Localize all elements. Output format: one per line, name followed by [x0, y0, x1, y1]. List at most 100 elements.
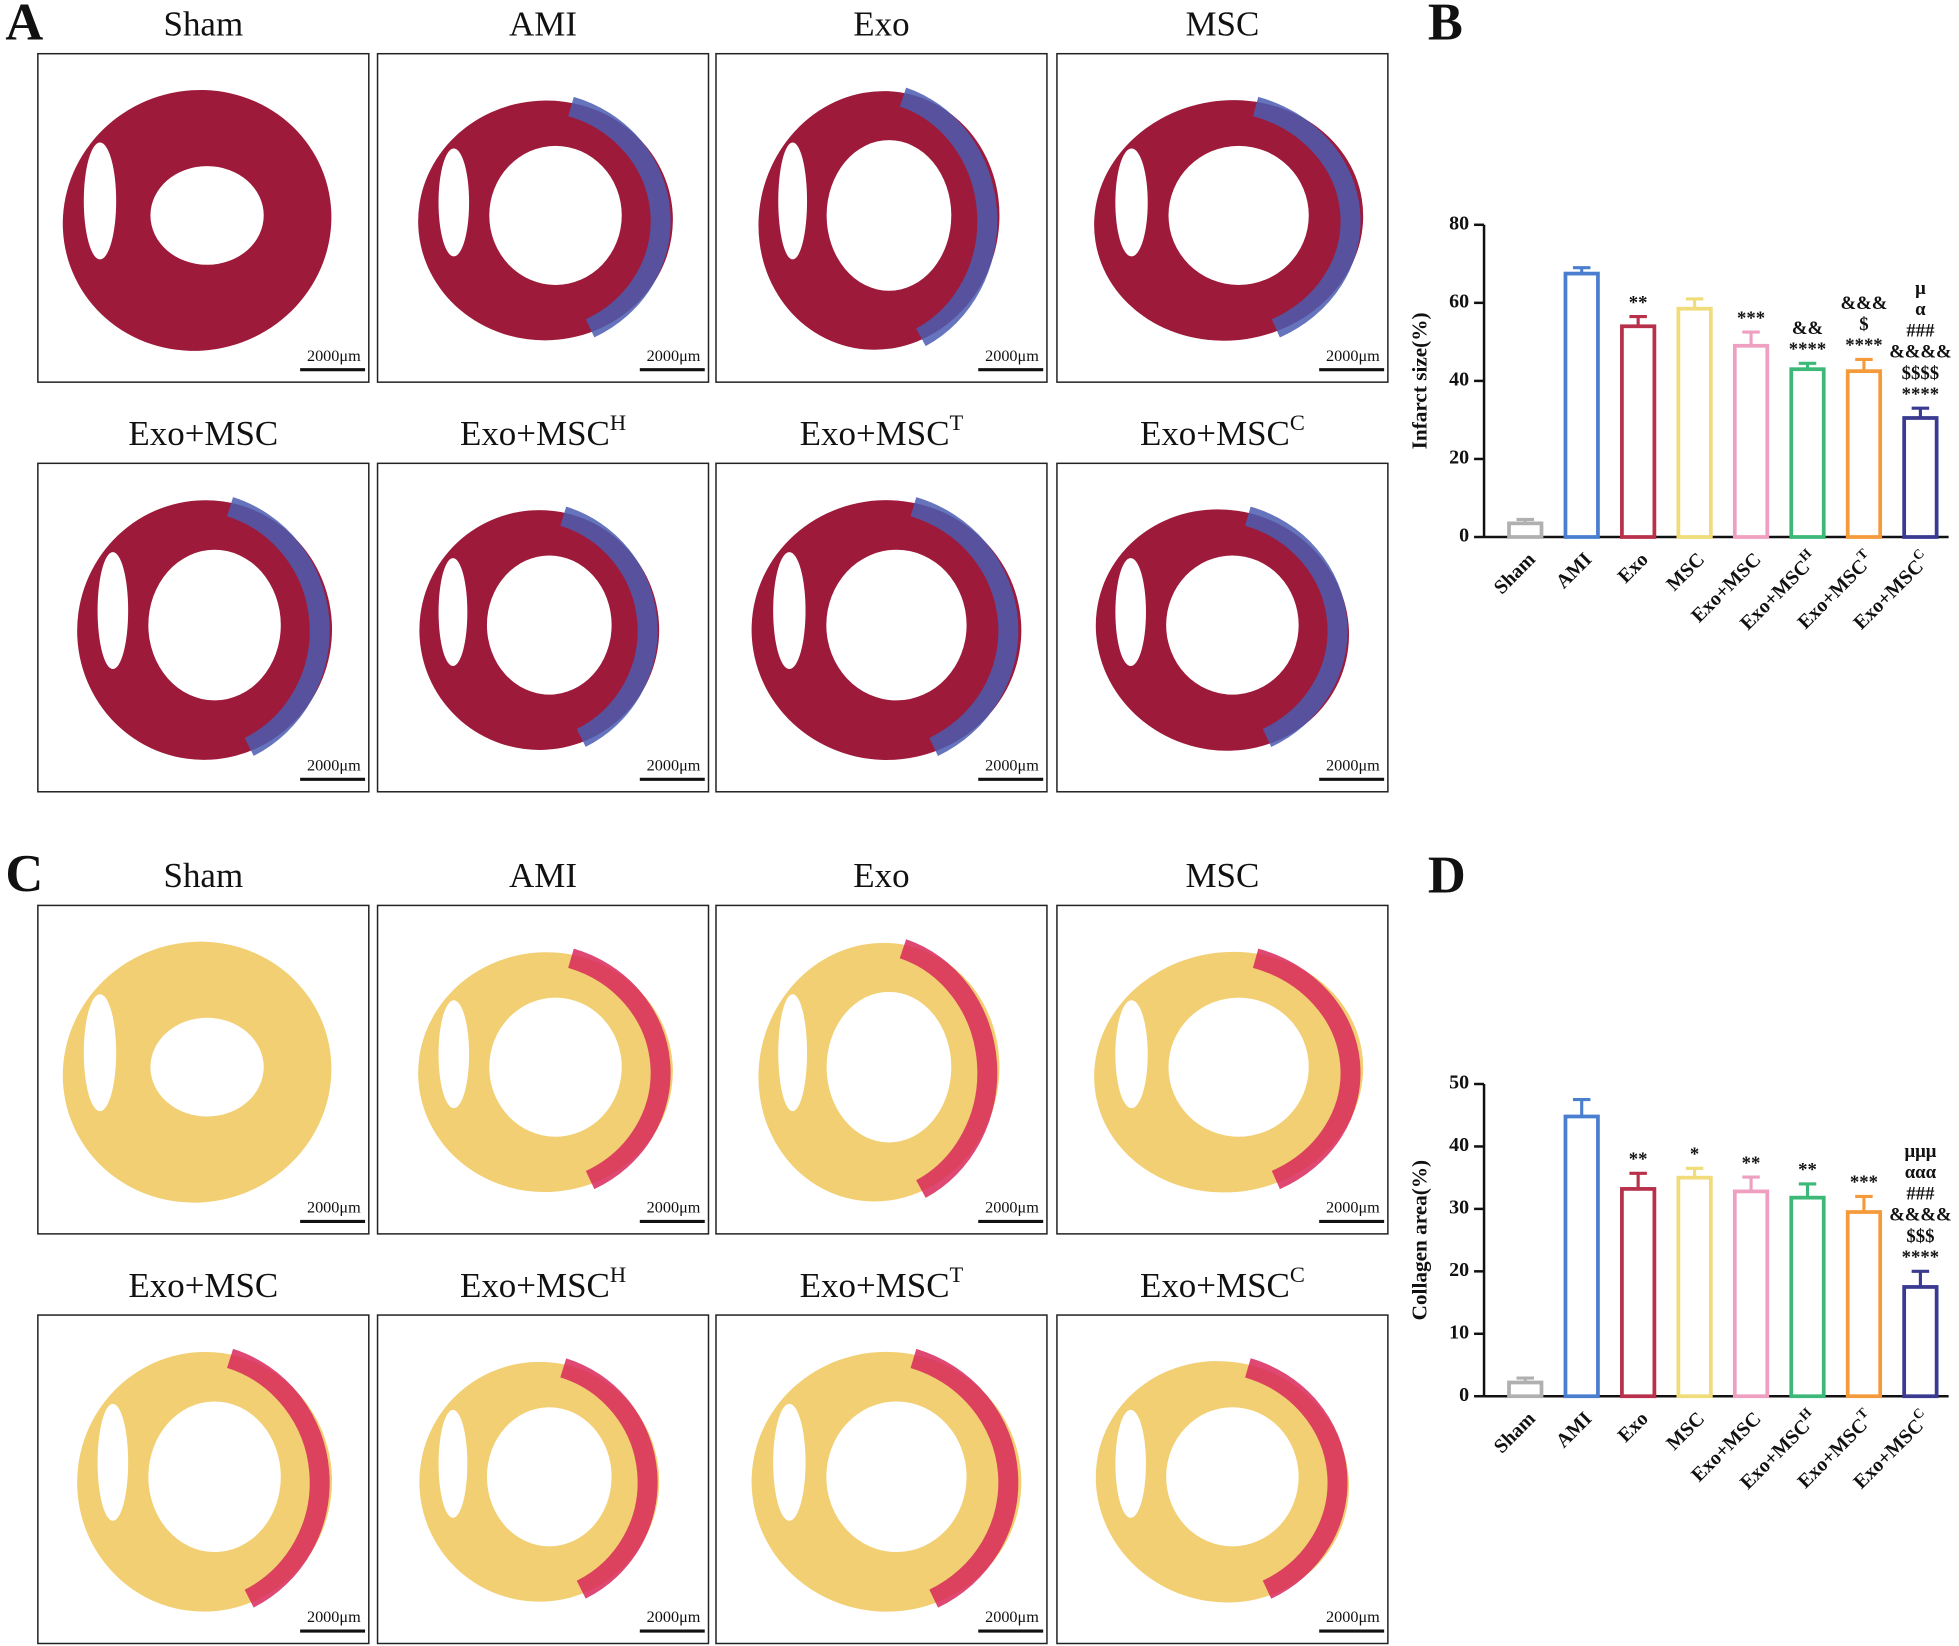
- image-title-superscript: C: [1290, 1261, 1305, 1286]
- stained-region: [1245, 506, 1348, 747]
- scale-bar-label: 2000μm: [647, 757, 701, 775]
- y-tick-label: 40: [1449, 1134, 1469, 1156]
- significance-label: ****: [1902, 1247, 1939, 1268]
- significance-label: &&&&: [1889, 1205, 1951, 1226]
- lumen: [826, 549, 967, 701]
- significance-label: ***: [1850, 1172, 1878, 1193]
- lumen: [489, 997, 622, 1137]
- y-tick-label: 40: [1449, 368, 1469, 390]
- image-title-base: MSC: [1185, 856, 1259, 895]
- stained-region: [910, 497, 1019, 756]
- image-title: Exo+MSCC: [1140, 410, 1305, 453]
- lumen: [1166, 555, 1299, 695]
- stained-region: [910, 1348, 1019, 1608]
- y-tick-label: 0: [1459, 1384, 1469, 1406]
- stained-region: [899, 87, 998, 347]
- image-title-superscript: T: [950, 410, 964, 435]
- lumen: [150, 166, 264, 265]
- image-title: AMI: [509, 856, 577, 895]
- lumen: [438, 1409, 468, 1518]
- lumen: [1168, 997, 1309, 1137]
- image-title: Sham: [164, 4, 244, 43]
- significance-label: &&: [1792, 318, 1823, 339]
- image-title: MSC: [1185, 4, 1259, 43]
- y-tick-label: 50: [1449, 1072, 1469, 1094]
- lumen: [1115, 558, 1146, 667]
- y-tick-label: 60: [1449, 290, 1469, 312]
- lumen: [778, 994, 808, 1112]
- image-title: Exo: [853, 856, 909, 895]
- image-title: Exo+MSCH: [460, 410, 626, 453]
- lumen: [148, 549, 281, 701]
- image-title-base: Exo+MSC: [128, 1266, 278, 1305]
- stained-region: [568, 948, 671, 1190]
- lumen: [826, 991, 952, 1143]
- lumen: [1115, 1000, 1148, 1109]
- image-title-base: Sham: [164, 856, 244, 895]
- image-title: Exo+MSCT: [800, 1261, 964, 1304]
- image-title: Exo+MSCT: [800, 410, 964, 453]
- lumen: [438, 558, 468, 667]
- significance-label: μ: [1915, 278, 1926, 299]
- scale-bar-label: 2000μm: [985, 757, 1039, 775]
- lumen: [1166, 1407, 1299, 1547]
- lumen: [1168, 145, 1309, 285]
- significance-label: &&&: [1841, 293, 1888, 314]
- bar: [1563, 271, 1600, 539]
- significance-label: $: [1859, 314, 1868, 335]
- stained-region: [560, 506, 658, 747]
- image-title-superscript: T: [950, 1261, 964, 1286]
- image-title-base: Exo+MSC: [1140, 1266, 1290, 1305]
- image-title-base: Exo: [853, 856, 909, 895]
- significance-label: ###: [1906, 320, 1935, 341]
- scale-bar-label: 2000μm: [1326, 347, 1380, 365]
- significance-label: &&&&: [1889, 342, 1951, 363]
- lumen: [150, 1017, 264, 1117]
- image-title: Exo+MSC: [128, 1266, 278, 1305]
- y-tick-label: 20: [1449, 1259, 1469, 1281]
- y-axis-label: Collagen area(%): [1407, 1160, 1431, 1320]
- scale-bar-label: 2000μm: [307, 757, 361, 775]
- image-title-base: Sham: [164, 4, 244, 43]
- panel-label: C: [5, 845, 43, 903]
- lumen: [438, 1000, 470, 1109]
- scale-bar-label: 2000μm: [1326, 1608, 1380, 1626]
- significance-label: *: [1690, 1144, 1699, 1165]
- image-title-base: AMI: [509, 856, 577, 895]
- image-title: Exo+MSCH: [460, 1261, 626, 1304]
- image-title-superscript: C: [1290, 410, 1305, 435]
- bar: [1676, 306, 1713, 539]
- lumen: [773, 552, 806, 670]
- scale-bar-label: 2000μm: [307, 1199, 361, 1217]
- stained-region: [226, 1348, 330, 1608]
- image-title-base: Exo+MSC: [460, 1266, 610, 1305]
- significance-label: **: [1742, 1153, 1761, 1174]
- y-tick-label: 30: [1449, 1196, 1469, 1218]
- y-axis-label: Infarct size(%): [1407, 312, 1431, 449]
- lumen: [489, 145, 622, 285]
- scale-bar-label: 2000μm: [1326, 757, 1380, 775]
- significance-label: μμμ: [1904, 1141, 1936, 1162]
- lumen: [1115, 1409, 1146, 1518]
- significance-label: ###: [1906, 1183, 1935, 1204]
- image-title-base: Exo: [853, 4, 909, 43]
- image-title-base: Exo+MSC: [460, 414, 610, 453]
- image-title-base: Exo+MSC: [800, 1266, 950, 1305]
- image-title-base: AMI: [509, 4, 577, 43]
- significance-label: **: [1629, 292, 1648, 313]
- bar: [1732, 1189, 1770, 1399]
- y-tick-label: 0: [1459, 525, 1469, 547]
- significance-label: ***: [1737, 308, 1765, 329]
- y-tick-label: 20: [1449, 447, 1469, 469]
- lumen: [826, 1401, 967, 1553]
- lumen: [486, 1407, 612, 1547]
- image-title: Exo+MSC: [128, 414, 278, 453]
- lumen: [778, 142, 808, 260]
- significance-label: **: [1798, 1160, 1817, 1181]
- image-title-base: MSC: [1185, 4, 1259, 43]
- significance-label: ****: [1789, 339, 1826, 360]
- image-title-base: Exo+MSC: [128, 414, 278, 453]
- significance-label: α: [1915, 299, 1926, 320]
- significance-label: **: [1629, 1149, 1648, 1170]
